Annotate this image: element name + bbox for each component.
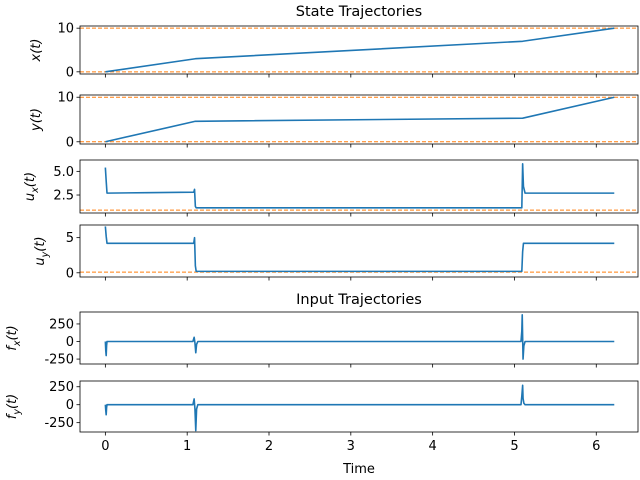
x-tick-label-4: 4 [428, 439, 436, 454]
axes-frame-y [79, 94, 639, 145]
y-tick-label-y-1: 10 [57, 91, 74, 106]
y-tick-label-y-0: 0 [66, 135, 74, 150]
x-tick-label-5: 5 [510, 439, 518, 454]
y-axis-label-y: y(t) [29, 108, 44, 132]
subplot-stack: 010x(t)010y(t)2.55.0ux(t)05uy(t)-2500250… [5, 22, 639, 454]
y-tick-label-fy-2: 250 [49, 380, 74, 395]
panel-fx: -250 0 250 fx(t) [5, 311, 639, 368]
y-axis-label-ux: ux(t) [23, 172, 41, 201]
y-axis-label-fy: fy(t) [5, 394, 23, 419]
panel-y: 0 10 y(t) [29, 91, 639, 150]
axes-frame-fx [79, 311, 639, 365]
x-tick-label-3: 3 [347, 439, 355, 454]
y-tick-label-ux-0: 2.5 [53, 189, 74, 204]
panel-x: 0 10 x(t) [29, 22, 639, 80]
state-trajectories-title: State Trajectories [296, 4, 423, 20]
panel-ux: 2.5 5.0 ux(t) [23, 159, 639, 217]
y-tick-label-x-0: 0 [66, 65, 74, 80]
axes-frame-x [79, 25, 639, 75]
y-axis-label-uy: uy(t) [33, 236, 51, 265]
y-tick-label-fy-1: 0 [66, 398, 74, 413]
series-line-y [105, 96, 615, 143]
y-tick-label-fx-0: -250 [44, 353, 74, 368]
axes-frame-ux [79, 159, 639, 214]
y-tick-label-ux-1: 5.0 [53, 165, 74, 180]
y-tick-label-uy-1: 5 [66, 231, 74, 246]
input-trajectories-title: Input Trajectories [296, 292, 422, 308]
axes-frame-uy [79, 224, 639, 278]
x-tick-label-0: 0 [101, 439, 109, 454]
x-axis-label: Time [342, 462, 375, 477]
y-axis-label-fx: fx(t) [5, 325, 23, 350]
axes-frame-fy [79, 380, 639, 433]
series-line-uy [104, 226, 615, 273]
y-tick-label-uy-0: 0 [66, 266, 74, 281]
y-tick-label-fx-2: 250 [49, 317, 74, 332]
series-line-ux [104, 162, 615, 209]
x-tick-label-1: 1 [183, 439, 191, 454]
series-line-x [105, 27, 615, 73]
series-line-fy [104, 384, 615, 432]
y-tick-label-x-1: 10 [57, 22, 74, 37]
x-tick-label-2: 2 [265, 439, 273, 454]
y-tick-label-fx-1: 0 [66, 335, 74, 350]
panel-fy: -250 0 250 0 1 2 3 4 5 6 fy(t) [5, 380, 639, 454]
x-tick-label-6: 6 [592, 439, 600, 454]
panel-uy: 0 5 uy(t) [33, 224, 639, 281]
series-line-fx [104, 314, 615, 360]
y-tick-label-fy-0: -250 [44, 416, 74, 431]
y-axis-label-x: x(t) [29, 39, 44, 63]
